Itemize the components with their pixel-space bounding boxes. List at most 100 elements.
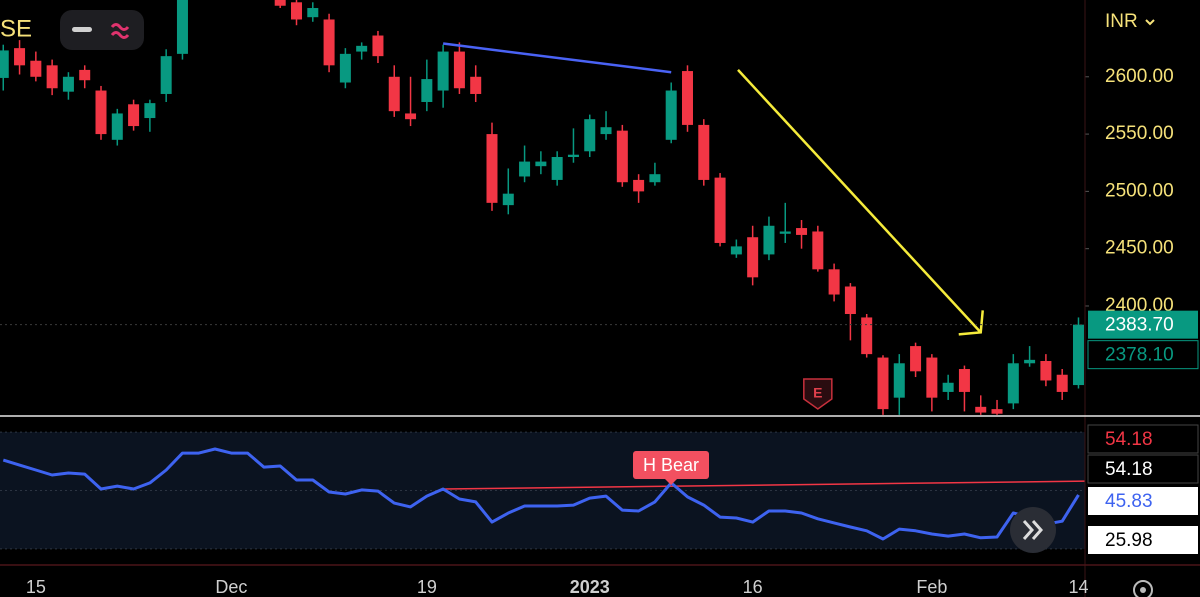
candle-body xyxy=(926,357,938,398)
toggle-group[interactable] xyxy=(60,10,144,50)
earnings-label: E xyxy=(813,385,822,401)
candle-body xyxy=(763,225,775,255)
candle-body xyxy=(844,286,856,315)
candle-body xyxy=(62,76,74,92)
candle-body xyxy=(128,104,140,127)
candle-body xyxy=(291,2,303,20)
candle-body xyxy=(1072,324,1084,386)
candle-body xyxy=(681,71,693,125)
rsi-line xyxy=(2,447,1080,541)
candle-body xyxy=(486,134,498,203)
candle-body xyxy=(1040,360,1052,381)
candle-body xyxy=(372,35,384,57)
candle-body xyxy=(470,76,482,94)
candle-body xyxy=(144,103,156,119)
candle-body xyxy=(616,130,628,183)
rsi-value-label: 54.18 xyxy=(1105,459,1153,480)
candle-body xyxy=(828,269,840,295)
candle-body xyxy=(405,113,417,120)
hide-button[interactable] xyxy=(72,27,92,32)
candle-body xyxy=(0,50,9,78)
candle-body xyxy=(95,90,107,135)
candle-body xyxy=(453,51,465,89)
candle-body xyxy=(567,154,579,158)
scroll-right-icon xyxy=(1022,520,1044,540)
x-tick-label: Dec xyxy=(215,577,247,597)
candle-body xyxy=(1007,363,1019,404)
candle-body xyxy=(991,409,1003,414)
candle-body xyxy=(779,231,791,234)
candle-body xyxy=(323,19,335,66)
last-price-label: 2383.70 xyxy=(1105,315,1174,336)
candle-body xyxy=(388,76,400,112)
x-tick-label: 16 xyxy=(743,577,763,597)
candle-body xyxy=(176,0,188,54)
candle-body xyxy=(519,161,531,177)
candle-body xyxy=(111,113,123,140)
candle-body xyxy=(46,65,58,89)
candle-body xyxy=(437,51,449,91)
candle-body xyxy=(665,90,677,140)
candle-body xyxy=(877,357,889,410)
rsi-pane: H Bear 54.18 54.18 45.83 25.98 xyxy=(0,424,1199,554)
candle-body xyxy=(730,246,742,255)
divergence-tag xyxy=(633,451,709,479)
divergence-tag-pointer xyxy=(665,479,677,485)
currency-label: INR xyxy=(1105,11,1138,32)
rsi-value-label: 54.18 xyxy=(1105,429,1153,450)
candle-body xyxy=(714,177,726,243)
rsi-value-box xyxy=(1088,487,1198,515)
y-tick-label: 2450.00 xyxy=(1105,238,1174,259)
candle-body xyxy=(910,346,922,372)
rsi-value-box xyxy=(1087,454,1199,484)
gear-center xyxy=(1140,587,1146,593)
x-tick-label: Feb xyxy=(916,577,947,597)
x-tick-label: 2023 xyxy=(570,577,610,597)
arrow-line xyxy=(737,69,982,334)
currency-caret[interactable] xyxy=(1145,19,1155,26)
candles: E xyxy=(0,0,1084,415)
candle-body xyxy=(551,157,563,180)
candle-body xyxy=(796,228,808,235)
divergence-label: H Bear xyxy=(643,455,699,475)
candle-body xyxy=(812,231,824,270)
candle-body xyxy=(942,382,954,392)
candle-body xyxy=(535,161,547,167)
indicator-button[interactable] xyxy=(110,23,130,39)
prev-close-box xyxy=(1087,340,1199,370)
x-tick-label: 19 xyxy=(417,577,437,597)
candle-body xyxy=(79,69,91,81)
candle-body xyxy=(747,237,759,278)
candle-body xyxy=(30,60,42,77)
candle-body xyxy=(600,127,612,135)
candle-body xyxy=(160,56,172,94)
candle-body xyxy=(633,179,645,192)
symbol-label: SE xyxy=(0,15,32,42)
candle-body xyxy=(893,363,905,398)
candle-body xyxy=(861,317,873,355)
settings-icon[interactable] xyxy=(1133,580,1153,597)
candle-body xyxy=(14,48,26,66)
candle-body xyxy=(975,406,987,413)
prev-close-label: 2378.10 xyxy=(1105,345,1174,366)
last-price-box xyxy=(1088,310,1198,339)
earnings-badge[interactable] xyxy=(803,378,833,410)
price-pane: E2400.002450.002500.002550.002600.00INR2… xyxy=(0,0,1199,415)
candle-body xyxy=(1024,359,1036,364)
candle-body xyxy=(307,8,319,18)
rsi-value-box xyxy=(1088,526,1198,554)
rsi-value-label: 45.83 xyxy=(1105,491,1153,512)
candle-body xyxy=(421,79,433,102)
candle-body xyxy=(502,193,514,206)
y-tick-label: 2500.00 xyxy=(1105,180,1174,201)
candle-body xyxy=(356,45,368,52)
trendline xyxy=(442,42,672,74)
rsi-value-box xyxy=(1087,424,1199,454)
x-tick-label: 15 xyxy=(26,577,46,597)
divergence-line xyxy=(443,480,1086,490)
rsi-value-label: 25.98 xyxy=(1105,530,1153,551)
candle-body xyxy=(649,174,661,183)
y-tick-label: 2550.00 xyxy=(1105,123,1174,144)
